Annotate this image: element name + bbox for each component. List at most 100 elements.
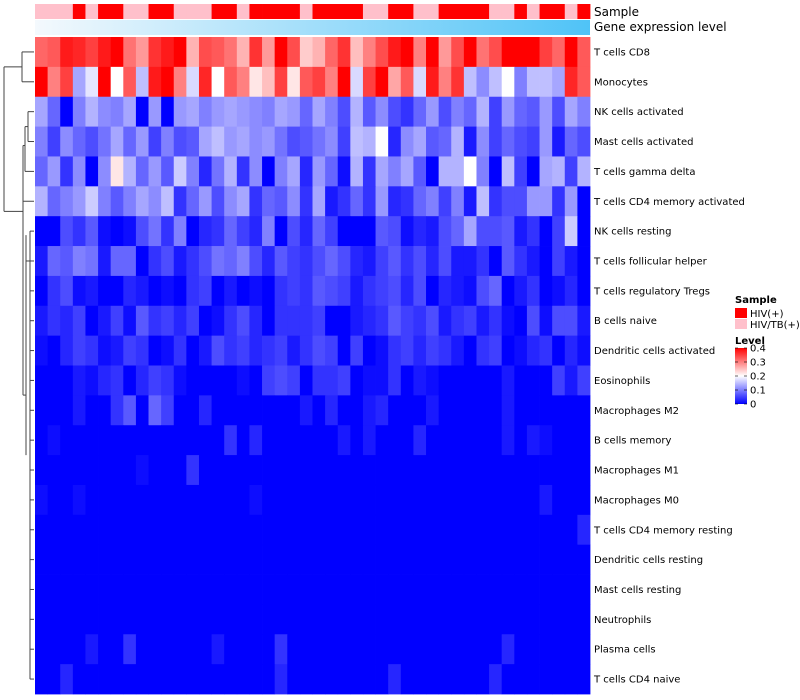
sample-cell [262, 4, 276, 19]
heatmap-cell [350, 216, 364, 247]
heatmap-cell [400, 126, 414, 157]
heatmap-cell [375, 514, 389, 546]
heatmap-cell [35, 186, 49, 217]
heatmap-cell [413, 604, 427, 635]
heatmap-cell [110, 455, 124, 486]
heatmap-cell [47, 66, 61, 98]
heatmap-cell [426, 246, 440, 277]
heatmap-cell [35, 37, 49, 68]
heatmap-cell [438, 126, 452, 157]
heatmap-cell [72, 96, 86, 127]
heatmap-cell [400, 66, 414, 98]
heatmap-cell [312, 335, 326, 366]
heatmap-cell [198, 186, 212, 217]
heatmap-cell [438, 484, 452, 516]
heatmap-cell [47, 574, 61, 605]
heatmap-cell [413, 66, 427, 98]
heatmap-cell [135, 37, 149, 68]
heatmap-cell [577, 126, 591, 157]
heatmap-cell [110, 126, 124, 157]
heatmap-cell [577, 395, 591, 426]
heatmap-cell [438, 37, 452, 68]
heatmap-cell [98, 275, 112, 307]
heatmap-cell [274, 66, 288, 98]
heatmap-cell [249, 544, 263, 575]
heatmap-cell [463, 335, 477, 366]
legend-label-hiv-tb: HIV/TB(+) [750, 320, 800, 331]
heatmap-cell [299, 604, 313, 635]
heatmap-cell [362, 574, 376, 605]
heatmap-cell [173, 275, 187, 307]
heatmap-cell [60, 186, 74, 217]
heatmap-cell [262, 425, 276, 456]
heatmap-cell [60, 246, 74, 277]
heatmap-cell [98, 156, 112, 187]
heatmap-cell [72, 186, 86, 217]
heatmap-cell [299, 246, 313, 277]
heatmap-cell [388, 395, 402, 426]
heatmap-cell [224, 664, 238, 695]
heatmap-cell [337, 305, 351, 337]
legend-level-tick-label: 0.4 [750, 344, 766, 355]
heatmap-cell [539, 544, 553, 575]
heatmap-cell [476, 126, 490, 157]
heatmap-cell [337, 335, 351, 366]
heatmap-cell [211, 574, 225, 605]
heatmap-cell [350, 395, 364, 426]
heatmap-cell [451, 634, 465, 665]
heatmap-cell [236, 664, 250, 695]
heatmap-cell [426, 66, 440, 98]
row-label: Mast cells activated [594, 137, 693, 148]
heatmap-cell [198, 365, 212, 396]
heatmap-cell [148, 544, 162, 575]
heatmap-cell [98, 96, 112, 127]
heatmap-cell [350, 425, 364, 456]
heatmap-cell [400, 335, 414, 366]
heatmap-cell [552, 335, 566, 366]
heatmap-cell [123, 365, 137, 396]
heatmap-cell [539, 574, 553, 605]
heatmap-cell [72, 664, 86, 695]
heatmap-cell [438, 574, 452, 605]
heatmap-cell [287, 365, 301, 396]
heatmap-cell [501, 574, 515, 605]
sample-cell [362, 4, 376, 19]
heatmap-cell [350, 484, 364, 516]
heatmap-cell [312, 216, 326, 247]
heatmap-cell [400, 604, 414, 635]
heatmap-cell [85, 455, 99, 486]
heatmap-cell [110, 186, 124, 217]
heatmap-cell [72, 425, 86, 456]
heatmap-cell [312, 634, 326, 665]
sample-cell [98, 4, 112, 19]
sample-cell [299, 4, 313, 19]
sample-cell [564, 4, 578, 19]
heatmap-cell [236, 126, 250, 157]
heatmap-cell [451, 156, 465, 187]
row-label: B cells memory [594, 436, 671, 447]
heatmap-cell [388, 275, 402, 307]
heatmap-cell [173, 186, 187, 217]
heatmap-cell [564, 664, 578, 695]
heatmap-cell [501, 395, 515, 426]
heatmap-cell [325, 305, 339, 337]
heatmap-cell [148, 96, 162, 127]
heatmap-cell [476, 66, 490, 98]
heatmap-cell [123, 246, 137, 277]
heatmap-cell [236, 305, 250, 337]
sample-cell [526, 4, 540, 19]
heatmap-cell [135, 216, 149, 247]
heatmap-cell [426, 37, 440, 68]
heatmap-cell [98, 544, 112, 575]
heatmap-cell [426, 455, 440, 486]
legend-level-ticks: 0 0.1 0.2 0.3 0.4 [735, 344, 766, 411]
heatmap-cell [375, 66, 389, 98]
heatmap-cell [413, 275, 427, 307]
heatmap-cell [451, 664, 465, 695]
heatmap-cell [224, 335, 238, 366]
heatmap-cell [161, 335, 175, 366]
heatmap-cell [362, 186, 376, 217]
heatmap-cell [514, 544, 528, 575]
heatmap-cell [186, 96, 200, 127]
heatmap-cell [362, 604, 376, 635]
